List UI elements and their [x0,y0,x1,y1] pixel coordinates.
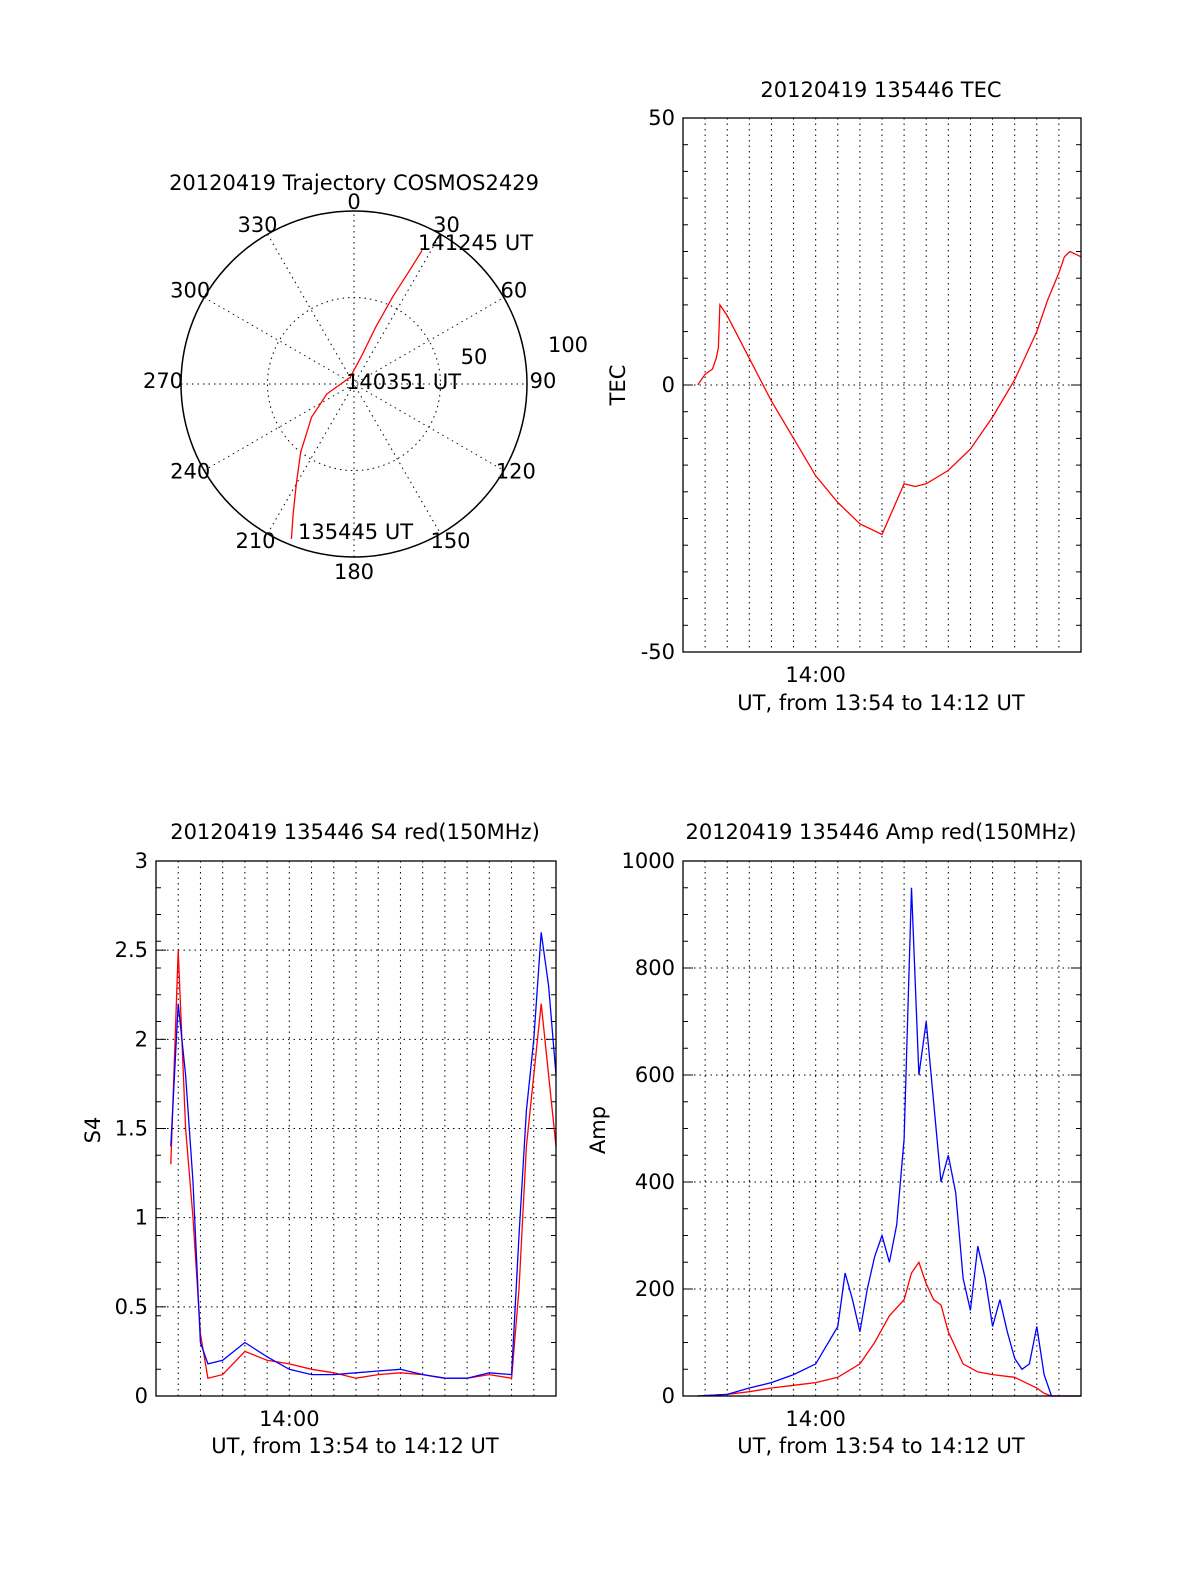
s4-ylabel: S4 [81,1117,105,1144]
polar-azimuth-label: 210 [235,529,275,553]
polar-annotations: 141245 UT 140351 UT 135445 UT [298,231,533,544]
s4-ytick-label: 1 [135,1206,148,1230]
s4-ytick-label: 3 [135,849,148,873]
s4-title: 20120419 135446 S4 red(150MHz) [170,820,540,844]
s4-ytick-label: 2 [135,1027,148,1051]
amp-title: 20120419 135446 Amp red(150MHz) [685,820,1076,844]
amp-ytick-label: 400 [635,1170,675,1194]
polar-azimuth-label: 90 [530,369,557,393]
tec-ytick-label: -50 [641,640,675,664]
polar-azimuth-label: 120 [496,460,536,484]
s4-series-0 [170,950,557,1379]
polar-time-annotation: 135445 UT [298,520,413,544]
polar-radius-label: 100 [548,333,588,357]
polar-time-annotation: 141245 UT [418,231,533,255]
polar-track-line [290,250,423,540]
tec-ytick-label: 50 [648,106,675,130]
s4-plot: 20120419 135446 S4 red(150MHz) UT, from … [81,820,557,1458]
amp-frame [682,860,1082,1397]
tec-series-0 [697,250,1082,536]
tec-frame [682,117,1082,653]
polar-azimuth-labels: 0 30 60 90 120 150 180 210 240 270 300 330 50 100 [143,190,588,584]
tec-xtick-label: 14:00 [785,663,846,687]
polar-azimuth-label: 240 [170,460,210,484]
tec-plot: 20120419 135446 TEC UT, from 13:54 to 14… [606,78,1082,715]
polar-title: 20120419 Trajectory COSMOS2429 [169,171,539,195]
polar-time-annotation: 140351 UT [346,370,461,394]
amp-ytick-label: 200 [635,1277,675,1301]
amp-series-0 [697,1260,1081,1397]
amp-ytick-label: 800 [635,956,675,980]
s4-ytick-label: 0 [135,1384,148,1408]
amp-series-1 [697,887,1081,1397]
tec-title: 20120419 135446 TEC [760,78,1001,102]
tec-ytick-label: 0 [662,373,675,397]
polar-track [290,250,423,540]
polar-radius-label: 50 [461,345,488,369]
amp-ytick-label: 600 [635,1063,675,1087]
amp-plot: 20120419 135446 Amp red(150MHz) UT, from… [586,820,1082,1458]
amp-xtick-label: 14:00 [785,1407,846,1431]
polar-azimuth-label: 30 [433,213,460,237]
amp-ylabel: Amp [586,1106,610,1154]
s4-xtick-label: 14:00 [259,1407,320,1431]
tec-ylabel: TEC [606,365,630,407]
polar-azimuth-label: 300 [170,279,210,303]
polar-trajectory-plot: 20120419 Trajectory COSMOS2429 0 30 60 90 12… [143,171,588,584]
polar-azimuth-label: 180 [334,560,374,584]
amp-ytick-label: 0 [662,1384,675,1408]
s4-ytick-label: 2.5 [115,938,148,962]
polar-grid [180,210,528,558]
s4-ytick-label: 1.5 [115,1117,148,1141]
amp-ytick-label: 1000 [622,849,675,873]
polar-azimuth-label: 150 [430,529,470,553]
polar-azimuth-label: 330 [237,213,277,237]
polar-azimuth-label: 60 [500,279,527,303]
tec-xlabel: UT, from 13:54 to 14:12 UT [737,691,1025,715]
amp-xlabel: UT, from 13:54 to 14:12 UT [737,1434,1025,1458]
s4-ytick-label: 0.5 [115,1295,148,1319]
s4-series-1 [170,932,557,1379]
s4-xlabel: UT, from 13:54 to 14:12 UT [211,1434,499,1458]
polar-azimuth-label: 270 [143,369,183,393]
s4-frame [155,860,557,1397]
polar-azimuth-label: 0 [347,190,360,214]
